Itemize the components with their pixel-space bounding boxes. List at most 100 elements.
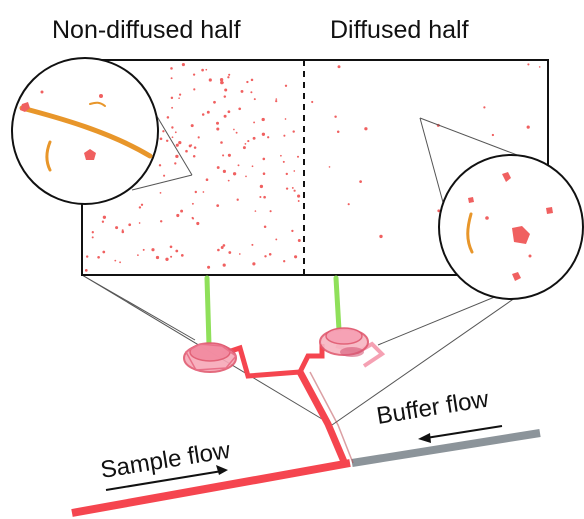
particle-dot bbox=[102, 215, 107, 219]
particle-dot bbox=[328, 166, 331, 168]
particle-dot bbox=[201, 68, 204, 72]
sample-flow-arrow-icon bbox=[105, 465, 228, 491]
particle-dot bbox=[193, 88, 196, 91]
diffused-half-label: Diffused half bbox=[330, 16, 469, 44]
particle-dot bbox=[175, 154, 179, 159]
particle-dot bbox=[222, 263, 226, 267]
particle-dot bbox=[236, 198, 239, 201]
particle-dot bbox=[228, 73, 231, 76]
particle-dot bbox=[244, 143, 247, 145]
particle-dot bbox=[269, 210, 272, 213]
particle-dot bbox=[296, 155, 300, 158]
non-diffused-half-label: Non-diffused half bbox=[52, 16, 241, 44]
particle-dot bbox=[171, 126, 174, 129]
particle-dot bbox=[178, 97, 180, 99]
particle-dot bbox=[263, 225, 267, 228]
particle-dot bbox=[275, 238, 278, 241]
particle-dot bbox=[242, 146, 246, 150]
particle-dot bbox=[175, 249, 179, 253]
particle-dot bbox=[294, 255, 298, 259]
particle-dot bbox=[359, 180, 362, 183]
left-laser-beam bbox=[204, 275, 212, 348]
particle-dot bbox=[216, 204, 220, 207]
particle-dot bbox=[336, 130, 340, 133]
particle-dot bbox=[205, 68, 208, 71]
particle-dot bbox=[86, 255, 89, 258]
particle-dot bbox=[192, 154, 196, 158]
particle-dot bbox=[140, 203, 144, 206]
particle-dot bbox=[297, 200, 300, 202]
particle-dot bbox=[240, 89, 244, 93]
particle-dot bbox=[275, 99, 278, 103]
particle-dot bbox=[220, 246, 224, 249]
particle-dot bbox=[282, 160, 285, 163]
particle-dot bbox=[334, 115, 337, 118]
particle-dot bbox=[364, 127, 368, 131]
particle-dot bbox=[262, 172, 266, 175]
particle-dot bbox=[192, 73, 196, 76]
sample-inlet-channel bbox=[71, 459, 351, 517]
particle-dot bbox=[216, 121, 219, 125]
particle-dot bbox=[284, 84, 288, 87]
particle-dot bbox=[137, 254, 139, 256]
particle-cluster bbox=[20, 102, 30, 112]
particle-dot bbox=[261, 132, 266, 136]
particle-dot bbox=[311, 100, 314, 104]
particle-dot bbox=[527, 63, 530, 66]
particle-cluster bbox=[468, 197, 474, 203]
particle-dot bbox=[222, 169, 226, 173]
particle-dot bbox=[222, 154, 225, 157]
short-fiber bbox=[466, 212, 474, 254]
particle-cluster bbox=[84, 149, 96, 160]
particle-dot bbox=[283, 260, 286, 263]
particle-dot bbox=[235, 131, 238, 134]
particle-dot bbox=[170, 67, 173, 70]
buffer-inlet-channel bbox=[351, 429, 541, 467]
particle-dot bbox=[175, 143, 179, 147]
particle-dot bbox=[228, 251, 232, 254]
particle-dot bbox=[223, 95, 227, 98]
particle-dot bbox=[238, 107, 242, 111]
particle-dot bbox=[206, 110, 210, 114]
tiny-fiber bbox=[89, 101, 106, 107]
main-channel bbox=[296, 370, 349, 466]
particle-dot bbox=[205, 178, 209, 182]
particle-dot bbox=[217, 248, 220, 252]
particle-dot bbox=[174, 162, 177, 165]
particle-dot bbox=[190, 144, 193, 146]
left-zoom-circle bbox=[11, 57, 159, 205]
particle-dot bbox=[176, 213, 180, 218]
particle-dot bbox=[222, 244, 226, 247]
particle-dot bbox=[194, 190, 197, 194]
particle-dot bbox=[247, 140, 250, 143]
particle-dot bbox=[268, 253, 272, 256]
particle-dot bbox=[283, 134, 286, 137]
particle-dot bbox=[285, 187, 289, 190]
microfluidic-chip bbox=[71, 327, 541, 517]
particle-dot bbox=[253, 121, 256, 124]
particle-dot bbox=[159, 192, 162, 194]
particle-dot bbox=[251, 243, 254, 246]
particle-cluster bbox=[512, 226, 530, 244]
particle-dot bbox=[170, 96, 174, 100]
particle-dot bbox=[155, 255, 160, 260]
particle-dot bbox=[267, 136, 270, 139]
particle-dot bbox=[128, 223, 132, 227]
particle-dot bbox=[293, 189, 296, 192]
particle-dot bbox=[250, 78, 254, 82]
particle-dot bbox=[337, 65, 341, 69]
particle-dot bbox=[84, 269, 88, 272]
particle-dot bbox=[216, 166, 220, 169]
short-fiber bbox=[45, 140, 52, 172]
particle-dot bbox=[263, 195, 266, 199]
particle-dot bbox=[171, 136, 174, 139]
particle-dot bbox=[181, 63, 185, 67]
sample-flow-label: Sample flow bbox=[99, 437, 233, 484]
particle-cluster bbox=[502, 172, 511, 182]
particle-dot bbox=[142, 248, 145, 251]
particle-dot bbox=[191, 216, 194, 219]
particle-dot bbox=[159, 137, 163, 141]
particle-dot bbox=[213, 100, 216, 104]
particle-dot bbox=[261, 117, 265, 122]
particle-dot bbox=[208, 78, 212, 82]
